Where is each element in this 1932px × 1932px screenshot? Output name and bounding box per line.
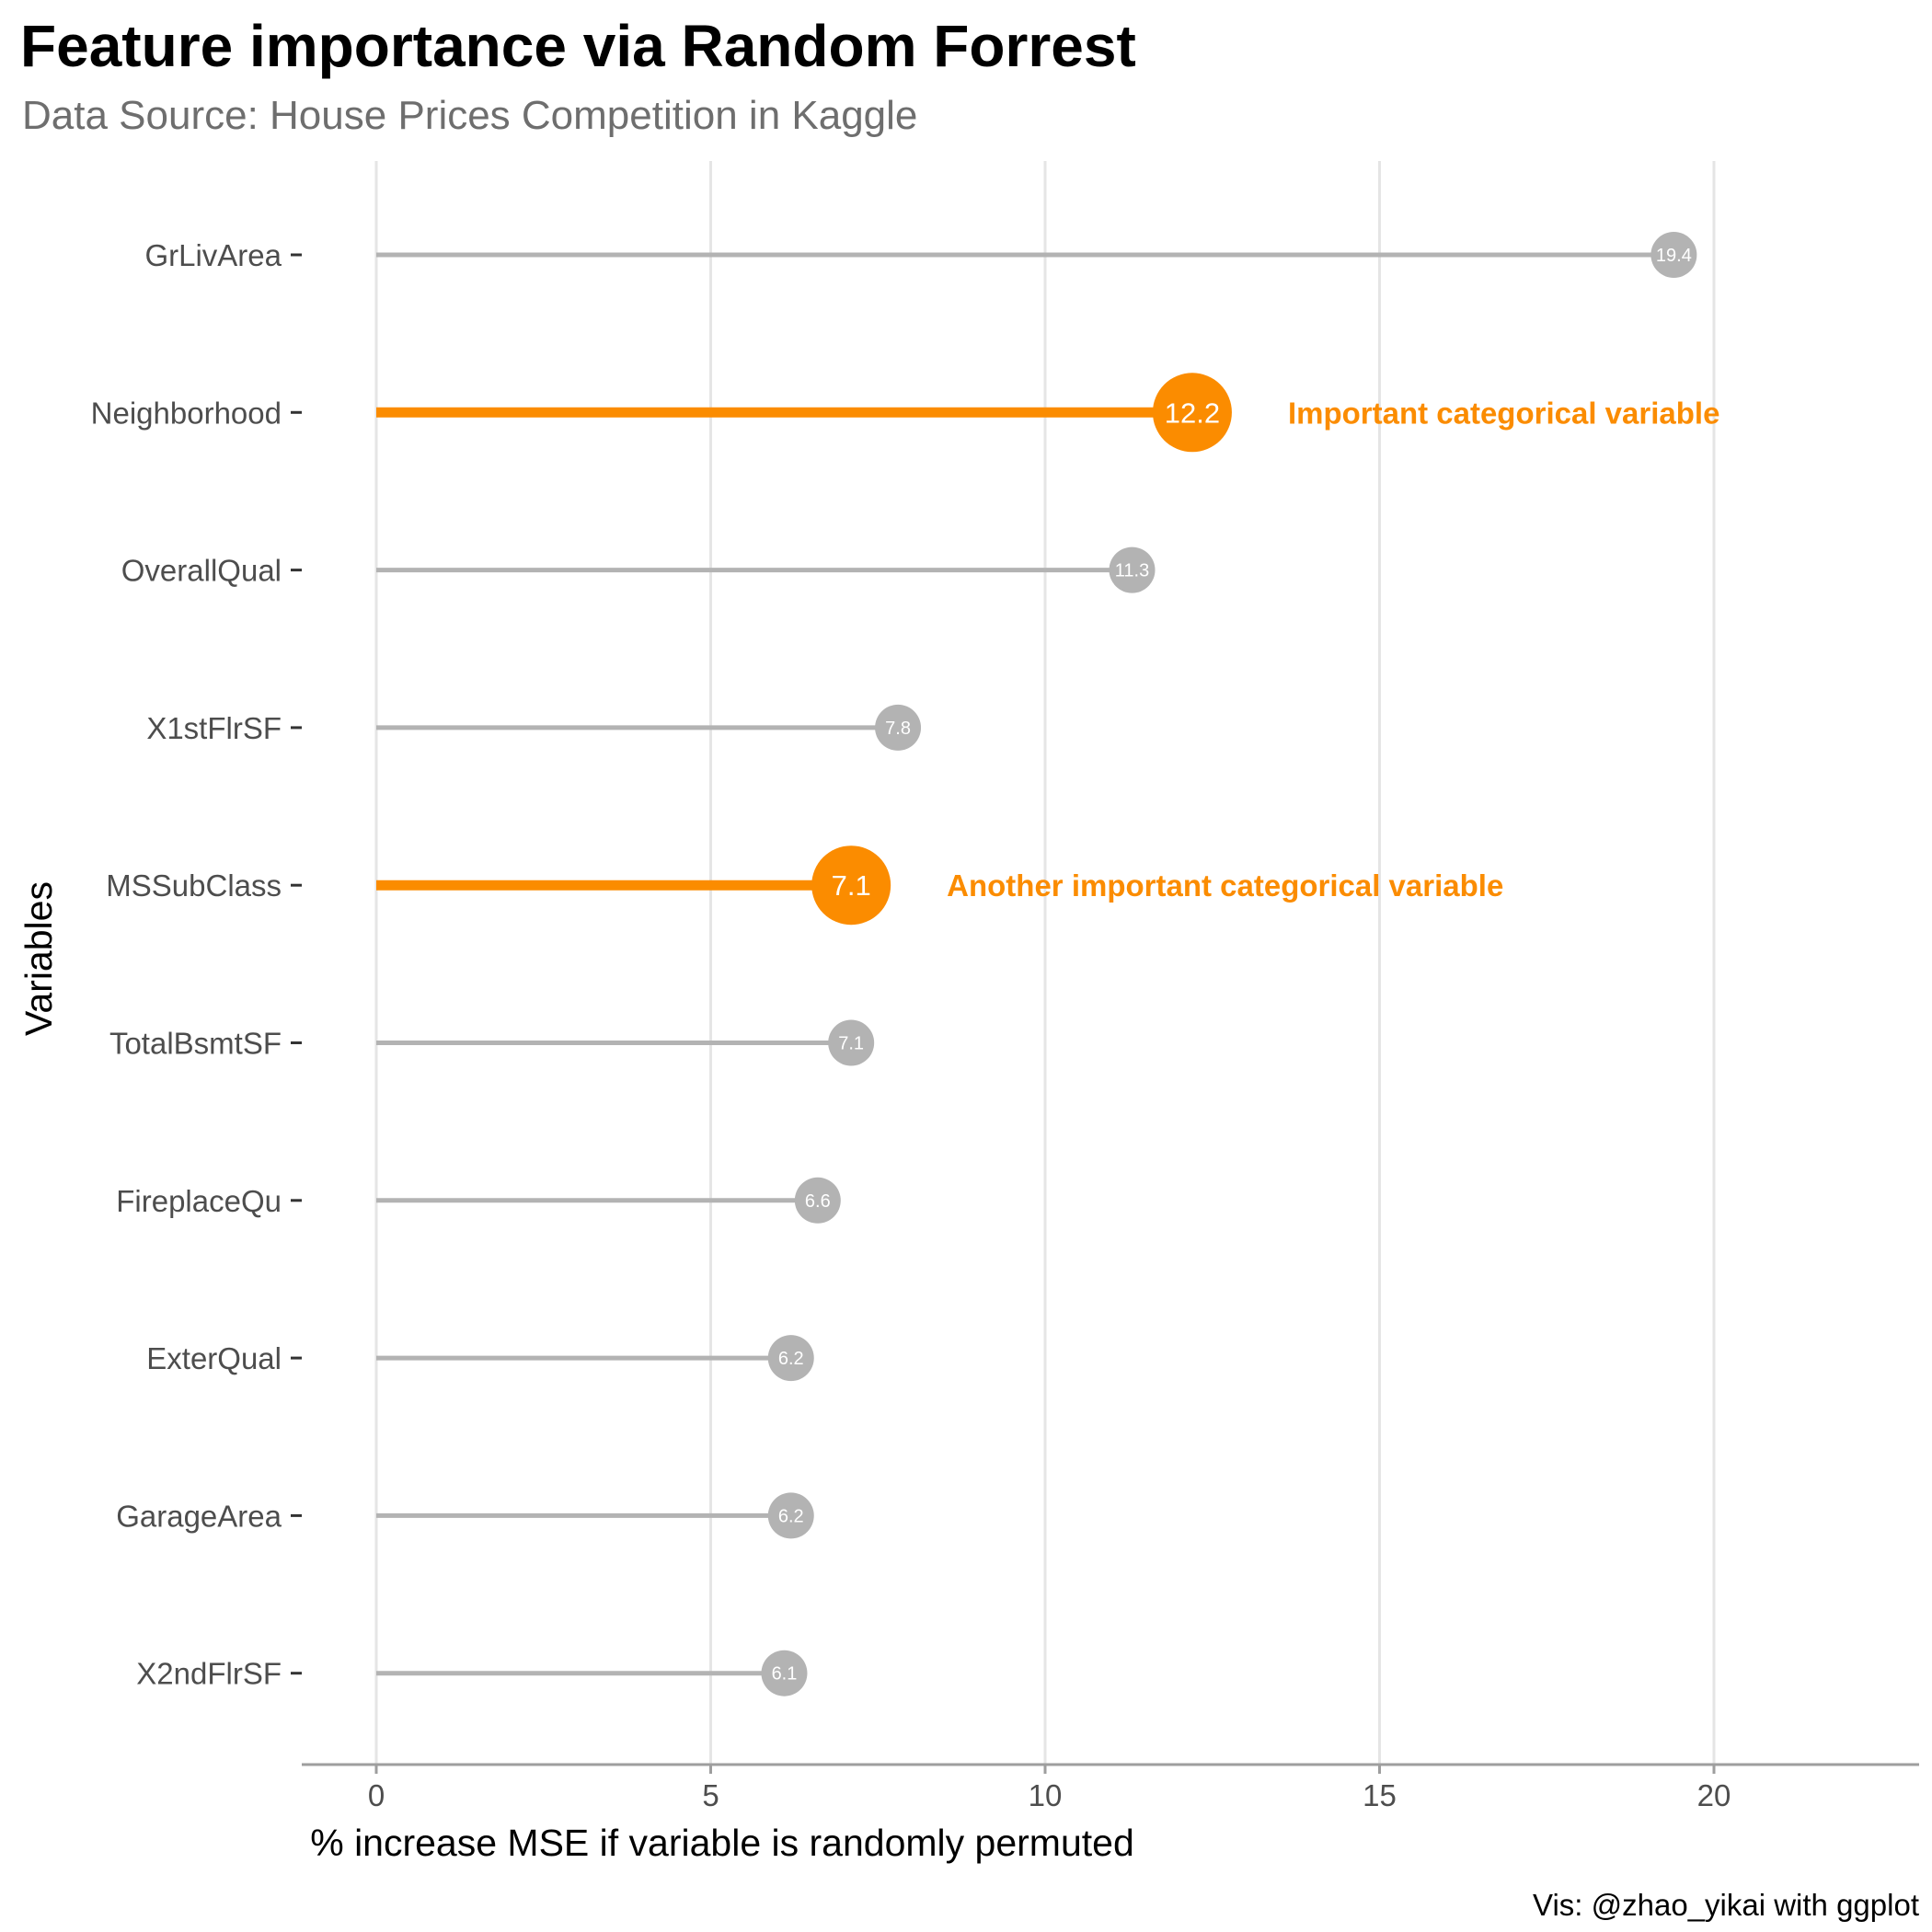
data-label: 11.3 bbox=[1115, 561, 1149, 581]
x-tick-label: 0 bbox=[368, 1778, 385, 1812]
x-tick-label: 5 bbox=[702, 1778, 719, 1812]
data-label: 7.8 bbox=[885, 719, 911, 739]
lollipop-point bbox=[1109, 546, 1156, 593]
lollipop-point bbox=[811, 845, 891, 926]
data-label: 7.1 bbox=[832, 869, 871, 902]
annotation-0: Important categorical variable bbox=[1288, 396, 1720, 430]
y-tick-label: Neighborhood bbox=[91, 396, 282, 430]
lollipop-point bbox=[761, 1650, 808, 1696]
y-tick-label: X2ndFlrSF bbox=[136, 1657, 282, 1691]
y-tick-label: OverallQual bbox=[121, 554, 282, 588]
y-tick-label: MSSubClass bbox=[106, 868, 282, 903]
chart-title: Feature importance via Random Forrest bbox=[20, 13, 1136, 79]
x-tick-label: 20 bbox=[1697, 1778, 1731, 1812]
x-tick-label: 10 bbox=[1029, 1778, 1063, 1812]
annotation-1: Another important categorical variable bbox=[947, 868, 1503, 903]
y-tick-label: GarageArea bbox=[116, 1499, 282, 1533]
y-tick-label: TotalBsmtSF bbox=[109, 1027, 282, 1061]
y-tick-label: GrLivArea bbox=[144, 238, 282, 272]
lollipop-point bbox=[767, 1335, 814, 1382]
data-label: 6.2 bbox=[778, 1349, 804, 1369]
x-tick-label: 15 bbox=[1363, 1778, 1397, 1812]
lollipop-point bbox=[1152, 373, 1232, 453]
y-tick-label: X1stFlrSF bbox=[146, 711, 282, 745]
lollipop-point bbox=[828, 1019, 875, 1066]
data-label: 6.1 bbox=[772, 1664, 798, 1685]
lollipop-point bbox=[875, 704, 922, 751]
lollipop-point bbox=[1650, 232, 1697, 278]
caption: Vis: @zhao_yikai with ggplot bbox=[1533, 1888, 1919, 1922]
y-tick-label: ExterQual bbox=[146, 1341, 282, 1375]
x-axis-title: % increase MSE if variable is randomly p… bbox=[310, 1822, 1134, 1864]
plot-area: 0 5 10 15 20 GrLivArea 19.4 Neighborhood 12.2 Ove… bbox=[91, 161, 1919, 1812]
data-label: 7.1 bbox=[838, 1034, 864, 1054]
lollipop-point bbox=[767, 1492, 814, 1539]
chart-subtitle: Data Source: House Prices Competition in… bbox=[22, 93, 917, 138]
y-tick-label: FireplaceQu bbox=[116, 1184, 282, 1218]
data-label: 6.6 bbox=[805, 1191, 831, 1212]
lollipop-point bbox=[794, 1177, 841, 1224]
data-label: 19.4 bbox=[1656, 246, 1692, 266]
data-label: 12.2 bbox=[1165, 397, 1220, 429]
y-axis-title: Variables bbox=[17, 881, 60, 1036]
data-label: 6.2 bbox=[778, 1506, 804, 1526]
